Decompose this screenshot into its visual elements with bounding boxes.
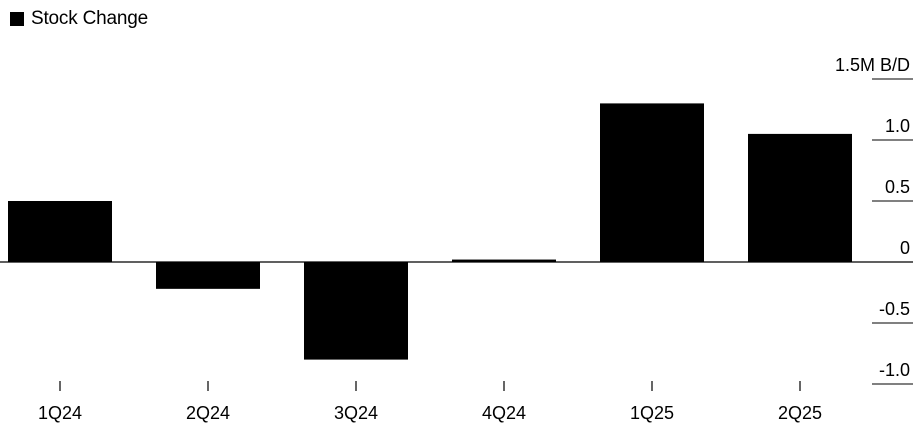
- bar-1q25: [600, 103, 704, 263]
- x-tick-label: 1Q24: [38, 403, 82, 423]
- legend-swatch: [10, 12, 24, 26]
- x-axis: 1Q24 2Q24 3Q24 4Q24 1Q25 2Q25: [38, 381, 822, 423]
- x-tick-label: 1Q25: [630, 403, 674, 423]
- x-tick-label: 4Q24: [482, 403, 526, 423]
- legend: Stock Change: [10, 8, 148, 30]
- y-axis: 1.5M B/D 1.0 0.5 0 -0.5 -1.0: [835, 55, 913, 385]
- legend-label: Stock Change: [31, 8, 148, 29]
- y-tick-label: 1.5M B/D: [835, 55, 910, 75]
- bars-group: [8, 103, 852, 360]
- y-tick-label: 1.0: [885, 116, 910, 136]
- bar-2q24: [156, 262, 260, 289]
- bar-1q24: [8, 201, 112, 262]
- x-tick-label: 3Q24: [334, 403, 378, 423]
- bar-4q24: [452, 259, 556, 262]
- x-tick-label: 2Q24: [186, 403, 230, 423]
- bar-2q25: [748, 133, 852, 262]
- x-tick-label: 2Q25: [778, 403, 822, 423]
- y-tick-label: -0.5: [879, 299, 910, 319]
- bar-3q24: [304, 262, 408, 360]
- y-tick-label: 0: [900, 238, 910, 258]
- y-tick-label: 0.5: [885, 177, 910, 197]
- y-tick-label: -1.0: [879, 360, 910, 380]
